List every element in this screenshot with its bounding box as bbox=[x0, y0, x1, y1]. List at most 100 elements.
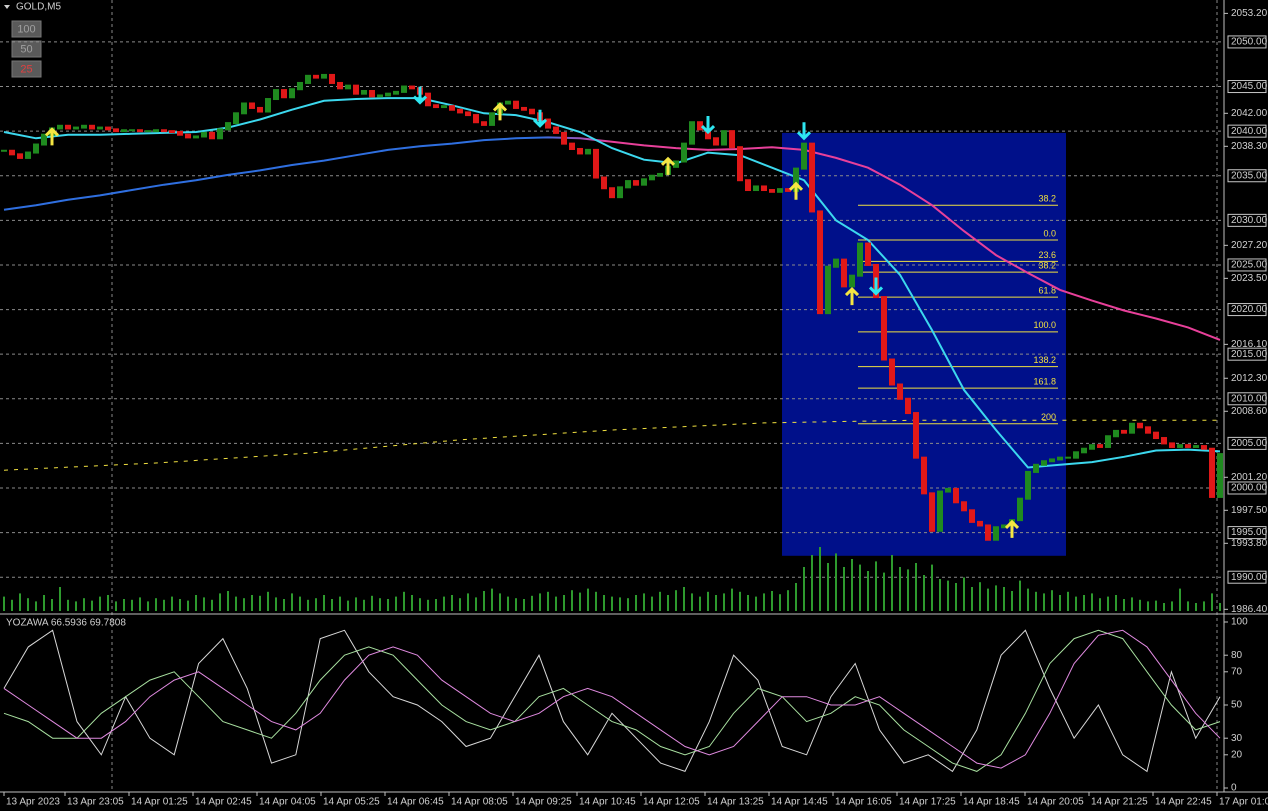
volume-bar bbox=[1035, 591, 1037, 611]
volume-bar bbox=[427, 599, 429, 611]
volume-bar bbox=[843, 567, 845, 611]
zoom-button[interactable] bbox=[11, 40, 42, 58]
price-bar bbox=[353, 84, 359, 95]
volume-bar bbox=[91, 600, 93, 611]
price-bar bbox=[217, 128, 223, 140]
price-bar bbox=[857, 242, 863, 277]
price-bar bbox=[777, 188, 783, 193]
volume-bar bbox=[747, 595, 749, 611]
y-tick-label: 1990.00 bbox=[1231, 572, 1268, 583]
price-bar bbox=[993, 526, 999, 541]
volume-bar bbox=[987, 588, 989, 611]
volume-bar bbox=[467, 593, 469, 611]
fib-level-label: 38.2 bbox=[1038, 260, 1056, 270]
price-bar bbox=[969, 509, 975, 523]
fib-level-label: 61.8 bbox=[1038, 285, 1056, 295]
volume-bar bbox=[411, 595, 413, 611]
price-bar bbox=[137, 129, 143, 133]
price-bar bbox=[569, 142, 575, 150]
volume-bar bbox=[859, 564, 861, 611]
fib-level-label: 161.8 bbox=[1033, 376, 1056, 386]
volume-bar bbox=[571, 590, 573, 611]
price-bar bbox=[681, 142, 687, 163]
volume-bar bbox=[235, 596, 237, 611]
price-bar bbox=[321, 73, 327, 79]
price-bar bbox=[1017, 497, 1023, 522]
fib-level-label: 0.0 bbox=[1043, 228, 1056, 238]
volume-bar bbox=[1123, 599, 1125, 611]
volume-bar bbox=[1091, 593, 1093, 611]
volume-bar bbox=[827, 563, 829, 611]
volume-bar bbox=[579, 592, 581, 611]
price-bar bbox=[361, 89, 367, 95]
volume-bar bbox=[395, 596, 397, 611]
buy-arrow bbox=[44, 127, 60, 146]
volume-bar bbox=[243, 598, 245, 611]
price-bar bbox=[281, 89, 287, 99]
price-bar bbox=[337, 81, 343, 90]
osc-tick-label: 20 bbox=[1231, 749, 1243, 760]
price-bar bbox=[409, 85, 415, 90]
price-bar bbox=[345, 84, 351, 90]
zoom-button-label[interactable]: 25 bbox=[20, 63, 32, 75]
price-bar bbox=[937, 490, 943, 532]
volume-bar bbox=[451, 595, 453, 611]
buy-arrow bbox=[660, 156, 676, 175]
volume-bar bbox=[627, 598, 629, 611]
volume-bar bbox=[907, 569, 909, 611]
zoom-button-label[interactable]: 100 bbox=[17, 23, 35, 35]
volume-bar bbox=[539, 593, 541, 611]
volume-bar bbox=[867, 571, 869, 611]
osc-tick-label: 30 bbox=[1231, 733, 1243, 744]
price-bar bbox=[833, 258, 839, 268]
buy-arrow bbox=[844, 286, 860, 306]
volume-bar bbox=[483, 591, 485, 611]
volume-bar bbox=[675, 590, 677, 611]
price-bar bbox=[561, 131, 567, 145]
volume-bar bbox=[819, 547, 821, 611]
price-label-box bbox=[1227, 258, 1267, 272]
x-tick-label: 14 Apr 16:05 bbox=[835, 797, 892, 808]
price-bar bbox=[897, 383, 903, 400]
price-bar bbox=[9, 149, 15, 156]
volume-bar bbox=[811, 555, 813, 611]
volume-bar bbox=[275, 597, 277, 611]
volume-bar bbox=[147, 601, 149, 611]
sell-arrow bbox=[868, 277, 884, 296]
price-bar bbox=[1209, 447, 1215, 498]
zoom-button[interactable] bbox=[11, 60, 42, 78]
menu-triangle[interactable] bbox=[4, 5, 10, 9]
volume-bar bbox=[459, 598, 461, 611]
volume-bar bbox=[963, 577, 965, 611]
price-bar bbox=[1049, 458, 1055, 463]
price-bar bbox=[593, 148, 599, 179]
y-tick-label: 2016.10 bbox=[1231, 339, 1268, 350]
volume-bar bbox=[971, 587, 973, 611]
zoom-button-label[interactable]: 50 bbox=[20, 43, 32, 55]
price-label-box bbox=[1227, 526, 1267, 540]
price-bar bbox=[393, 90, 399, 95]
price-bar bbox=[241, 102, 247, 115]
price-bar bbox=[1113, 429, 1119, 438]
volume-bar bbox=[267, 591, 269, 611]
price-bar bbox=[721, 130, 727, 146]
price-bar bbox=[457, 108, 463, 114]
volume-bar bbox=[1043, 593, 1045, 611]
price-bar bbox=[129, 129, 135, 132]
price-bar bbox=[441, 105, 447, 109]
volume-bar bbox=[1139, 599, 1141, 611]
volume-bar bbox=[1187, 601, 1189, 611]
volume-bar bbox=[403, 591, 405, 611]
sell-arrow bbox=[412, 86, 428, 105]
volume-bar bbox=[507, 596, 509, 611]
volume-bar bbox=[43, 595, 45, 611]
price-bar bbox=[513, 100, 519, 109]
zoom-button[interactable] bbox=[11, 20, 42, 38]
volume-bar bbox=[187, 600, 189, 611]
volume-bar bbox=[1195, 603, 1197, 611]
volume-bar bbox=[955, 583, 957, 611]
price-bar bbox=[161, 129, 167, 133]
volume-bar bbox=[379, 598, 381, 611]
